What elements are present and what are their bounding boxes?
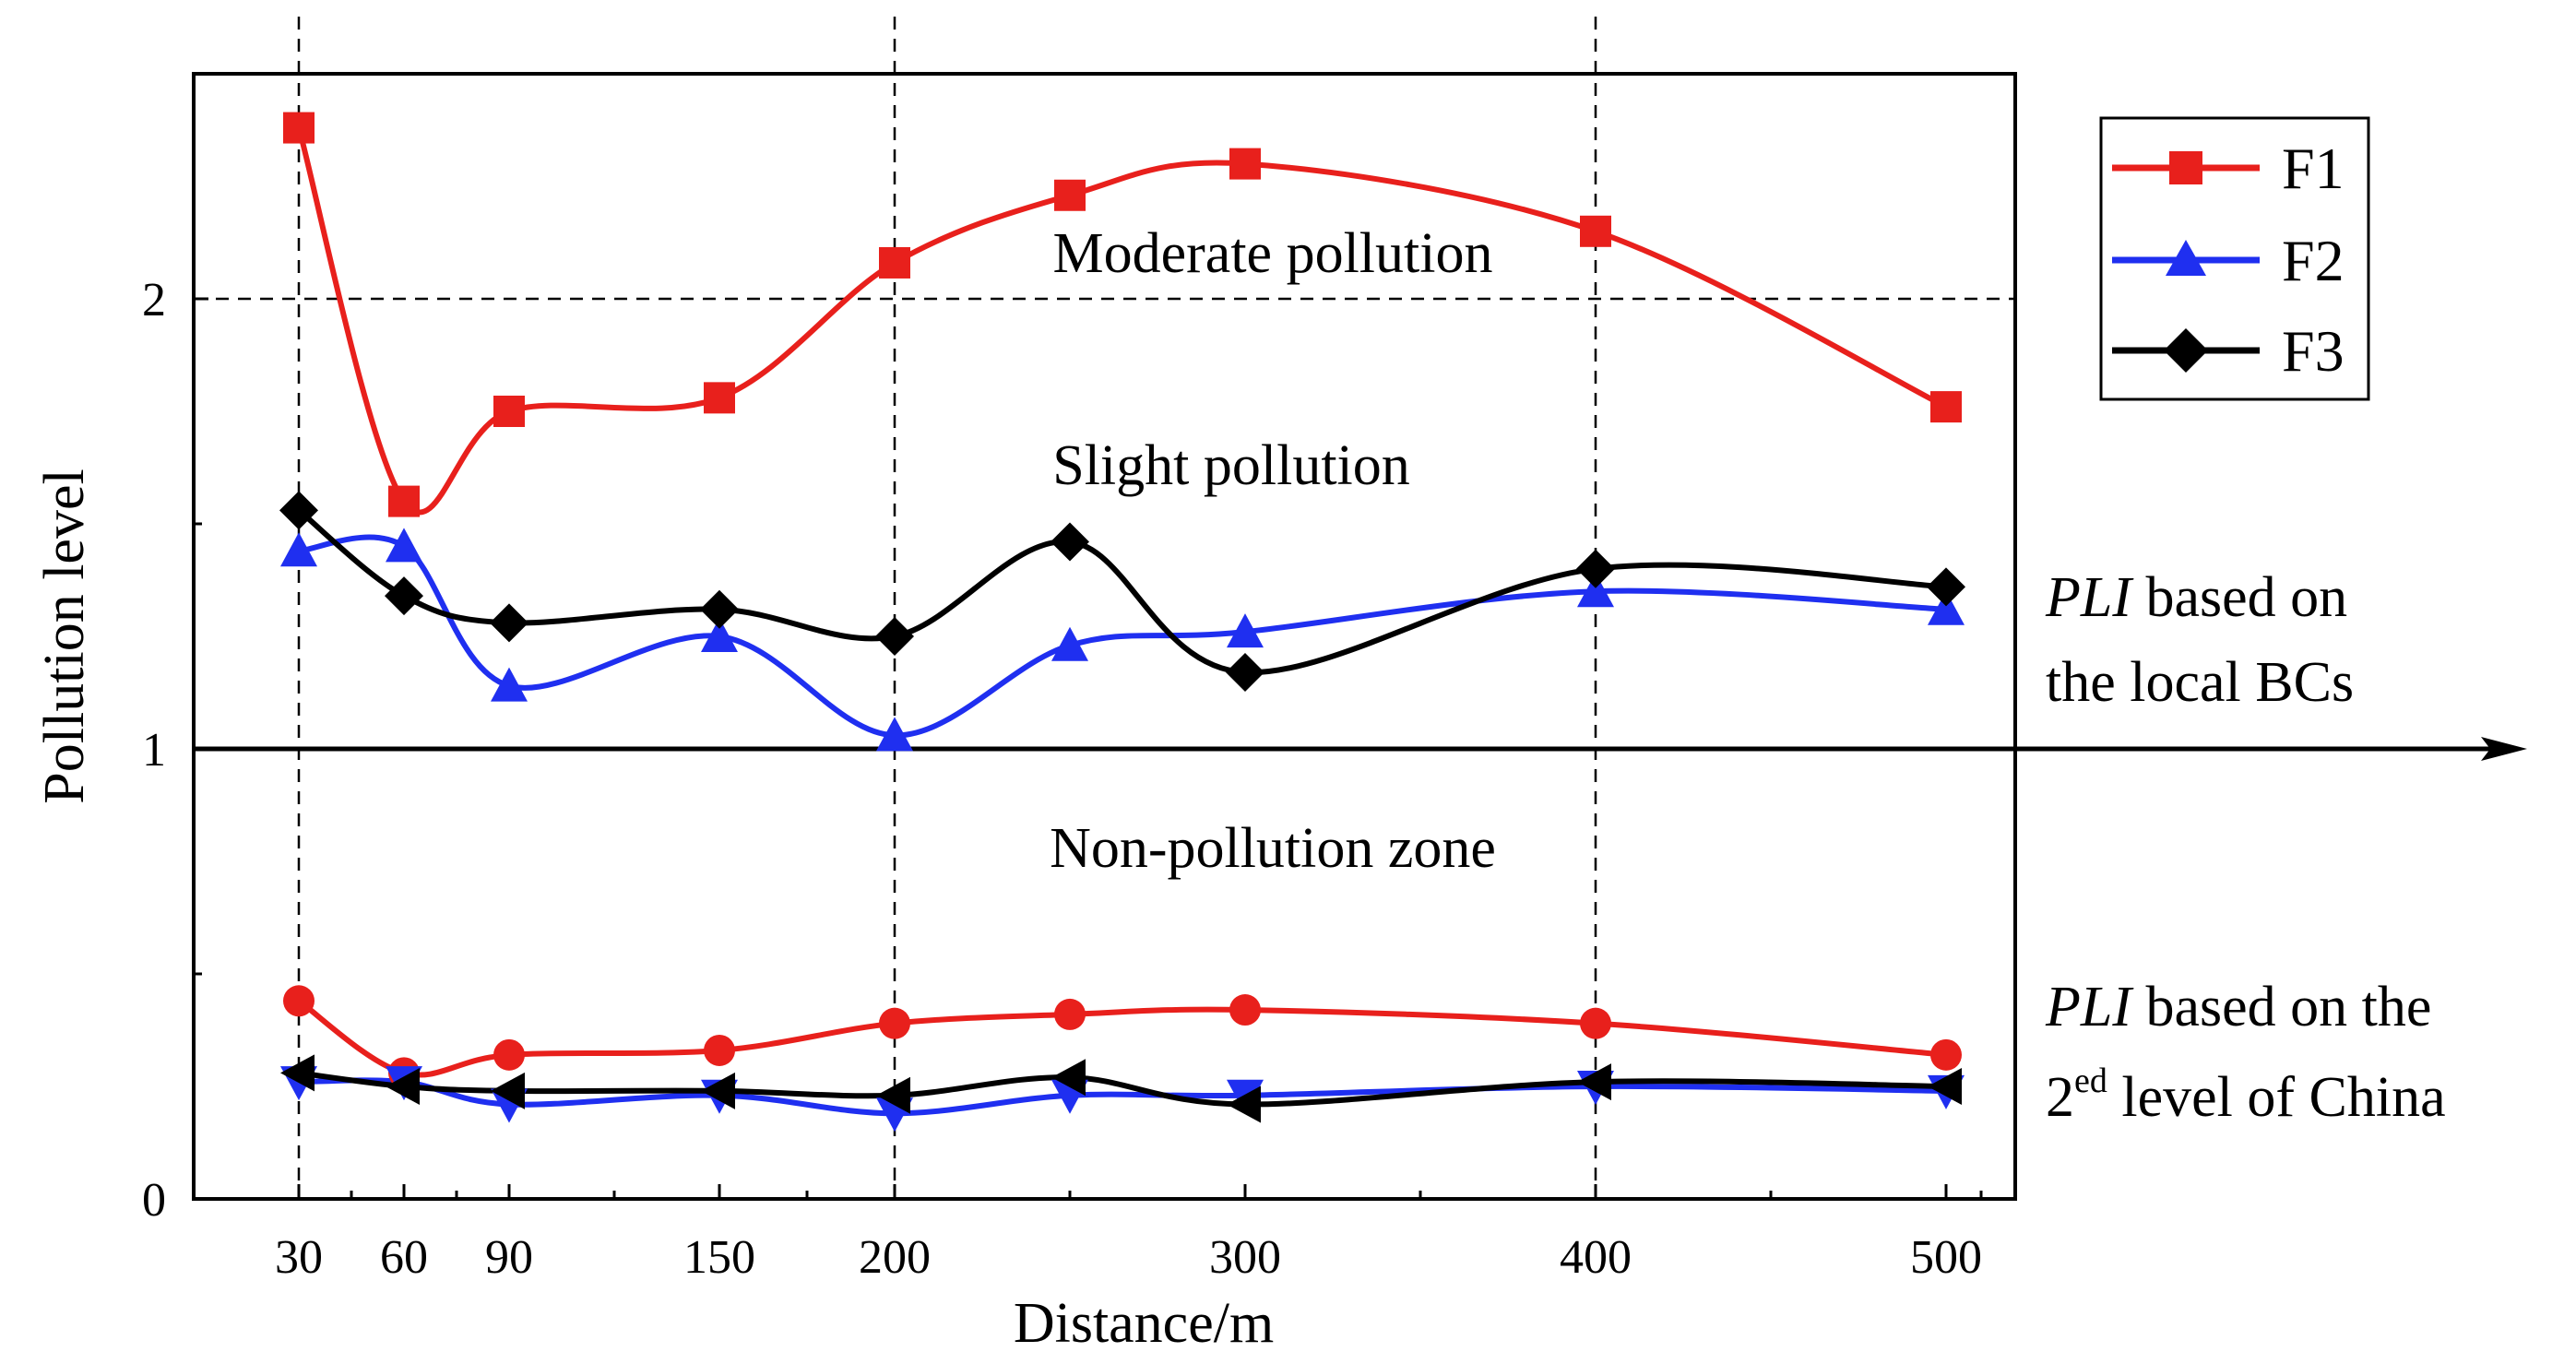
point-china-f1-500 (1930, 1038, 1962, 1071)
point-local-f1-60 (388, 485, 420, 517)
point-china-f3-150 (701, 1072, 735, 1109)
point-local-f3-250 (1051, 522, 1089, 562)
point-local-f1-300 (1229, 148, 1261, 180)
point-local-f2-500 (1928, 590, 1965, 625)
point-local-f1-30 (283, 112, 315, 144)
point-local-f2-200 (876, 717, 913, 752)
china-level-text: level of China (2107, 1066, 2446, 1129)
point-local-f2-60 (386, 528, 422, 563)
point-local-f2-150 (701, 618, 738, 652)
y-tick-label-1: 1 (142, 724, 166, 777)
point-china-f1-400 (1580, 1007, 1611, 1039)
x-tick-label-300: 300 (1209, 1231, 1281, 1284)
local-bcs-annotation-line2: the local BCs (2046, 651, 2354, 714)
point-local-f1-250 (1054, 179, 1086, 211)
reference-lines (194, 17, 2015, 1199)
point-china-f3-400 (1577, 1063, 1611, 1101)
local-based-on: based on (2131, 566, 2347, 629)
series-line-local-f3 (297, 508, 1947, 676)
china-annotation-line2: 2ed level of China (2046, 1062, 2446, 1129)
local-bcs-annotation-line1: PLI based on (2045, 566, 2347, 629)
china-annotation-line1: PLI based on the (2045, 976, 2431, 1038)
plot-frame (192, 72, 2017, 1201)
point-local-f3-400 (1576, 549, 1615, 588)
legend-marker-f1 (2169, 151, 2202, 184)
point-local-f2-300 (1227, 613, 1264, 648)
series-line-local-f2 (298, 534, 1947, 739)
x-tick-label-30: 30 (275, 1231, 323, 1284)
point-china-f3-250 (1051, 1059, 1086, 1097)
point-local-f2-400 (1577, 573, 1614, 608)
point-china-f1-250 (1054, 998, 1086, 1030)
axes: 0 1 2 30 60 90 150 200 300 400 500 (142, 274, 2527, 1284)
legend-marker-f3 (2164, 328, 2208, 373)
x-axis-title: Distance/m (1014, 1292, 1274, 1355)
point-china-f1-300 (1229, 994, 1261, 1026)
x-tick-label-150: 150 (683, 1231, 755, 1284)
baseline-arrow-head (2481, 737, 2527, 761)
point-china-f1-200 (879, 1007, 910, 1039)
legend-entry-f2: F2 (2112, 228, 2345, 293)
china-level-superscript: ed (2074, 1062, 2107, 1100)
china-based-on: based on the (2131, 976, 2431, 1038)
point-local-f3-30 (279, 491, 318, 530)
series-markers (279, 112, 1965, 1133)
point-local-f2-250 (1051, 626, 1088, 661)
point-china-f1-150 (704, 1034, 735, 1066)
point-local-f2-30 (280, 532, 317, 567)
point-local-f3-300 (1226, 653, 1264, 693)
zone-label-slight: Slight pollution (1052, 434, 1410, 497)
legend-label-f3: F3 (2282, 318, 2345, 384)
x-tick-label-90: 90 (485, 1231, 533, 1284)
point-local-f1-150 (704, 382, 735, 414)
point-china-f1-30 (283, 985, 315, 1017)
x-tick-label-400: 400 (1560, 1231, 1632, 1284)
point-china-f3-200 (876, 1076, 910, 1114)
y-tick-label-2: 2 (142, 274, 166, 326)
point-local-f1-400 (1580, 215, 1611, 247)
legend-marker-f2 (2166, 240, 2206, 276)
x-tick-label-500: 500 (1910, 1231, 1982, 1284)
china-pli-abbr: PLI (2045, 976, 2134, 1038)
legend-label-f1: F1 (2282, 136, 2345, 201)
series-line-china-f1 (297, 998, 1947, 1078)
point-local-f1-90 (493, 396, 525, 427)
point-local-f1-200 (879, 246, 910, 279)
point-local-f3-200 (875, 617, 914, 656)
point-china-f3-30 (280, 1054, 315, 1092)
point-china-f3-90 (491, 1072, 525, 1109)
point-china-f3-60 (386, 1068, 420, 1105)
point-local-f3-150 (700, 589, 739, 629)
point-local-f3-90 (490, 603, 528, 643)
china-level-number: 2 (2046, 1066, 2074, 1129)
x-tick-label-60: 60 (380, 1231, 428, 1284)
point-local-f3-500 (1927, 567, 1965, 607)
legend-label-f2: F2 (2282, 228, 2345, 293)
point-china-f1-90 (493, 1038, 525, 1071)
point-local-f2-90 (491, 667, 528, 702)
local-pli-abbr: PLI (2045, 566, 2134, 629)
point-local-f3-60 (385, 576, 423, 616)
x-tick-label-200: 200 (859, 1231, 931, 1284)
point-china-f3-300 (1227, 1085, 1261, 1123)
point-local-f1-500 (1930, 391, 1962, 423)
zone-label-non-pollution: Non-pollution zone (1050, 817, 1496, 880)
legend: F1 F2 F3 (2099, 116, 2370, 401)
y-tick-label-0: 0 (142, 1174, 166, 1227)
zone-label-moderate: Moderate pollution (1053, 222, 1493, 285)
y-axis-title: Pollution level (33, 469, 96, 803)
legend-entry-f3: F3 (2112, 318, 2345, 384)
point-china-f3-500 (1928, 1068, 1962, 1105)
legend-entry-f1: F1 (2112, 136, 2345, 201)
